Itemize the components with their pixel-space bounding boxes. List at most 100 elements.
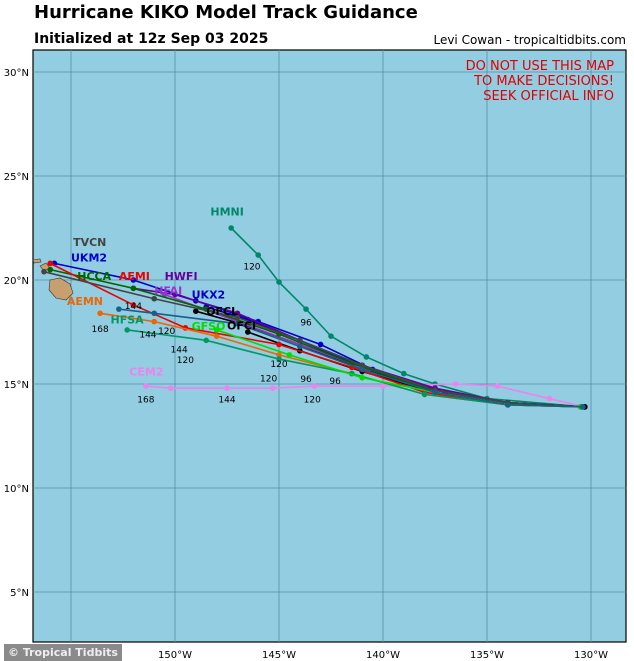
lon-label: 130°W — [574, 650, 608, 661]
molokai — [32, 258, 42, 264]
warning-text: DO NOT USE THIS MAP TO MAKE DECISIONS! S… — [466, 59, 615, 104]
lon-label: 145°W — [262, 650, 296, 661]
model-label: CEM2 — [129, 366, 163, 379]
track-point — [124, 327, 130, 333]
track-point — [193, 308, 199, 315]
track-point — [116, 306, 122, 312]
watermark: © Tropical Tidbits — [4, 644, 122, 661]
lat-label: 5°N — [10, 588, 29, 599]
track-point — [359, 366, 366, 373]
track-point — [276, 279, 282, 285]
track-point — [143, 383, 149, 389]
track-point — [579, 404, 586, 410]
track-point — [245, 329, 251, 335]
track-point — [494, 383, 501, 389]
model-label: TVCN — [73, 236, 106, 249]
track-point — [359, 362, 366, 369]
forecast-hour-label: 120 — [260, 374, 277, 384]
track-point — [269, 385, 276, 391]
forecast-hour-label: 144 — [125, 302, 142, 312]
track-point — [311, 383, 318, 389]
model-label: HFAI — [154, 285, 182, 298]
track-point — [203, 337, 209, 344]
forecast-hour-label: 144 — [139, 330, 156, 340]
track-line — [118, 308, 583, 408]
track-point — [421, 391, 428, 398]
model-label: HMNI — [210, 206, 243, 219]
forecast-hour-label: 144 — [218, 396, 235, 406]
model-label: AEMN — [67, 295, 103, 308]
track-point — [213, 327, 220, 333]
track-tvcn — [41, 268, 586, 410]
track-point — [505, 402, 511, 408]
track-point — [380, 383, 386, 389]
track-point — [276, 356, 282, 362]
track-point — [453, 381, 459, 387]
map-title: Hurricane KIKO Model Track Guidance — [34, 2, 418, 23]
lat-label: 15°N — [4, 380, 29, 391]
track-labels: HMNI12096CEM2120144168UKM2UKX2OFCLOFCIHW… — [67, 206, 341, 406]
track-unnamed — [116, 306, 586, 410]
track-point — [317, 341, 324, 348]
forecast-hour-label: 144 — [171, 346, 188, 356]
forecast-hour-label: 120 — [177, 356, 194, 366]
track-point — [151, 310, 157, 317]
forecast-hour-label: 168 — [92, 325, 109, 335]
track-point — [297, 337, 303, 344]
track-point — [41, 268, 47, 275]
track-line — [145, 383, 585, 408]
forecast-hour-label: 96 — [300, 319, 312, 329]
forecast-hour-label: 120 — [243, 262, 260, 272]
forecast-hour-label: 168 — [137, 396, 154, 406]
lat-label: 10°N — [4, 484, 29, 495]
credit-text: Levi Cowan - tropicaltidbits.com — [433, 33, 626, 47]
big-island — [48, 277, 74, 301]
model-label: HCCA — [77, 270, 111, 283]
track-point — [47, 260, 53, 267]
track-line — [230, 227, 585, 408]
track-point — [47, 266, 53, 273]
track-point — [276, 341, 282, 348]
track-point — [151, 295, 157, 302]
track-point — [432, 389, 438, 396]
warning-line-2: TO MAKE DECISIONS! — [473, 74, 614, 89]
model-label: HFSA — [111, 314, 145, 327]
forecast-hour-label: 120 — [270, 360, 287, 370]
track-point — [363, 354, 370, 360]
track-point — [161, 291, 168, 298]
map-subtitle: Initialized at 12z Sep 03 2025 — [34, 31, 269, 47]
model-label: UKM2 — [71, 251, 107, 264]
track-point — [172, 291, 178, 298]
lon-label: 150°W — [158, 650, 192, 661]
track-point — [234, 310, 241, 317]
forecast-hour-label: 120 — [304, 396, 321, 406]
track-point — [234, 314, 241, 321]
model-label: HWFI — [165, 270, 198, 283]
track-point — [151, 318, 157, 325]
ocean — [32, 49, 627, 643]
track-point — [546, 395, 553, 402]
track-point — [130, 285, 137, 292]
model-label: GFSO — [192, 320, 226, 333]
track-point — [276, 352, 282, 358]
track-point — [224, 385, 230, 391]
model-label: AEMI — [119, 270, 150, 283]
track-point — [328, 333, 334, 339]
track-point — [130, 277, 137, 283]
track-point — [228, 225, 234, 231]
model-tracks — [41, 225, 588, 410]
track-point — [213, 333, 220, 339]
track-point — [303, 306, 309, 312]
forecast-hour-label: 96 — [329, 377, 341, 387]
track-point — [168, 385, 174, 391]
warning-line-1: DO NOT USE THIS MAP — [466, 59, 615, 74]
track-point — [234, 320, 241, 327]
model-label: OFCL — [206, 305, 238, 318]
model-label: UKX2 — [192, 289, 226, 302]
track-point — [359, 374, 366, 381]
forecast-hour-label: 96 — [300, 375, 312, 385]
track-point — [286, 352, 293, 358]
lon-label: 140°W — [366, 650, 400, 661]
warning-line-3: SEEK OFFICIAL INFO — [483, 89, 614, 104]
